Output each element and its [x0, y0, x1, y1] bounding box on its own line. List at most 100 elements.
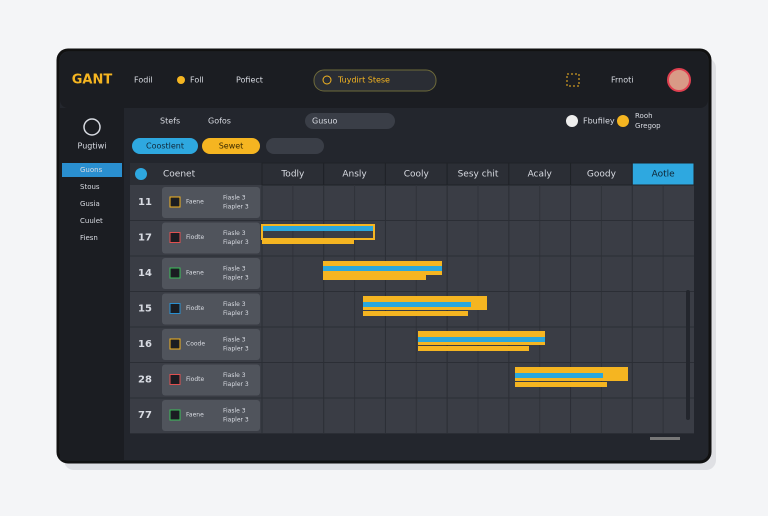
logo: GANT: [72, 73, 113, 88]
task-detail: Fiapler 3: [223, 275, 249, 282]
tool[interactable]: Stefs: [160, 117, 180, 126]
task-card[interactable]: [162, 400, 260, 431]
sidebar: [60, 108, 124, 460]
column-header: Acaly: [528, 170, 553, 180]
sidebar-item[interactable]: Fiesn: [80, 234, 98, 242]
task-name: Faene: [186, 270, 204, 277]
task-detail: Fiasle 3: [223, 301, 246, 308]
task-icon: [169, 303, 181, 314]
menu-item[interactable]: Pofiect: [236, 76, 263, 85]
task-detail: Fiasle 3: [223, 266, 246, 273]
task-icon: [169, 409, 181, 421]
tool[interactable]: Gregop: [635, 122, 661, 130]
task-icon: [169, 267, 181, 279]
scrollbar[interactable]: [686, 290, 690, 420]
sidebar-item[interactable]: Cuulet: [80, 217, 103, 225]
task-detail: Fiasle 3: [223, 195, 246, 202]
task-name: Fiodte: [186, 234, 205, 241]
task-name: Faene: [186, 412, 204, 419]
search-box[interactable]: [313, 69, 437, 92]
menu-item[interactable]: Foll: [190, 76, 204, 85]
task-detail: Fiasle 3: [223, 337, 246, 344]
row-id: 77: [138, 410, 152, 421]
column-header: Ansly: [342, 170, 367, 180]
task-detail: Fiasle 3: [223, 408, 246, 415]
row-id: 28: [138, 375, 152, 386]
task-bar: [262, 239, 354, 244]
h-scrollbar[interactable]: [650, 437, 680, 440]
row-id: 11: [138, 197, 152, 208]
icon: [177, 76, 185, 84]
row-id: 15: [138, 304, 152, 315]
task-bar: [363, 302, 471, 307]
tool[interactable]: Fbufiley: [583, 117, 615, 126]
icon: [322, 75, 332, 85]
task-detail: Fiapler 3: [223, 239, 249, 246]
task-detail: Fiapler 3: [223, 417, 249, 424]
task-detail: Fiasle 3: [223, 230, 246, 237]
avatar[interactable]: [667, 68, 691, 92]
apps-icon[interactable]: [566, 73, 580, 87]
sidebar-items: Guons Stous Gusia Cuulet Fiesn: [80, 166, 103, 242]
task-bar: [418, 337, 545, 342]
task-bar: [323, 266, 442, 271]
user-name[interactable]: Frnoti: [611, 76, 634, 85]
sidebar-item[interactable]: Stous: [80, 183, 100, 191]
grid-head: [130, 163, 262, 185]
row-id: 17: [138, 233, 152, 244]
row-id: 16: [138, 339, 152, 350]
sidebar-item[interactable]: Gusia: [80, 200, 100, 208]
task-name: Coode: [186, 341, 205, 348]
task-bar: [262, 225, 374, 231]
task-bar: [363, 311, 468, 316]
column-header: Aotle: [652, 170, 676, 180]
button[interactable]: [132, 138, 198, 154]
icon: [617, 115, 629, 127]
icon: [135, 168, 147, 180]
task-card[interactable]: [162, 222, 260, 254]
task-icon: [169, 374, 181, 385]
tool[interactable]: Rooh: [635, 112, 653, 120]
button-label: Sewet: [219, 142, 244, 151]
task-detail: Fiapler 3: [223, 204, 249, 211]
menu-item[interactable]: Fodil: [134, 76, 153, 85]
task-icon: [169, 338, 181, 350]
task-card[interactable]: [162, 364, 260, 396]
icon: [566, 115, 578, 127]
toolbar-search[interactable]: [305, 113, 395, 129]
task-icon: [169, 232, 181, 243]
column-header: Sesy chit: [458, 170, 499, 180]
task-card[interactable]: [162, 187, 260, 218]
task-detail: Fiapler 3: [223, 346, 249, 353]
column-header: Todly: [280, 170, 305, 180]
column-header: Cooly: [404, 170, 430, 180]
task-bar: [323, 275, 426, 280]
toolbar-search-text: Gusuo: [312, 117, 338, 126]
grid: Todly Ansly Cooly Sesy chit Acaly Goody Aotle 1…: [130, 162, 695, 434]
task-name: Faene: [186, 199, 204, 206]
task-card[interactable]: [162, 258, 260, 289]
tool-group[interactable]: [266, 138, 324, 154]
task-card[interactable]: [162, 293, 260, 325]
sidebar-active: [62, 163, 122, 177]
task-name: Fiodte: [186, 376, 205, 383]
task-name: Fiodte: [186, 305, 205, 312]
button[interactable]: [202, 138, 260, 154]
sidebar-icon: [83, 118, 101, 136]
row-id: 14: [138, 268, 152, 279]
task-card[interactable]: [162, 329, 260, 360]
task-bar: [418, 346, 529, 351]
task-bar: [515, 382, 607, 387]
column-header: Goody: [587, 170, 617, 180]
tool[interactable]: Gofos: [208, 117, 231, 126]
task-bar: [515, 373, 603, 378]
task-detail: Fiapler 3: [223, 310, 249, 317]
button-label: Coostlent: [146, 142, 184, 151]
column-header: Coenet: [163, 170, 196, 180]
search-text: Tuydirt Stese: [337, 76, 390, 85]
task-icon: [169, 196, 181, 208]
sidebar-item[interactable]: Guons: [80, 166, 103, 174]
task-detail: Fiasle 3: [223, 372, 246, 379]
